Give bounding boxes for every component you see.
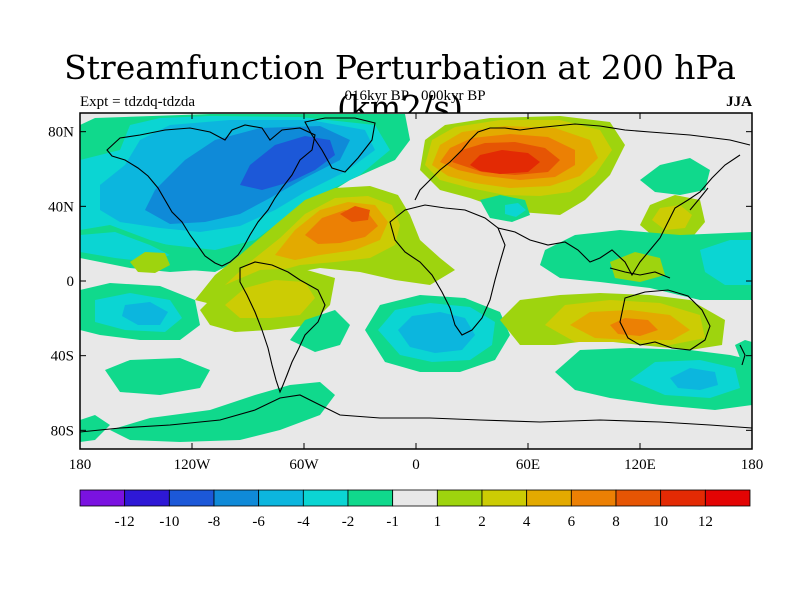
colorbar-label: -2 [342,514,355,530]
contour-satl-minus4 [398,312,475,353]
contour-ant-minus1 [110,382,335,442]
colorbar-swatch [258,489,304,507]
colorbar-label: 10 [653,514,668,530]
contour-eur-plus10 [470,150,540,174]
contour-ssp-minus1 [105,358,210,395]
y-tick-label: 0 [67,274,75,290]
coast-asia-south [497,154,741,277]
contour-sep-minus4 [122,302,168,325]
x-tick-label: 0 [412,457,420,473]
contour-ant-west-minus1 [80,415,110,442]
y-tick-label: 40N [48,199,74,215]
contour-fills [80,114,752,442]
contour-npac-east-minus1 [640,158,710,195]
coast-new-zealand [739,344,746,366]
coast-south-america [239,261,326,394]
x-tick-label: 60W [289,457,319,473]
colorbar-swatch [615,489,662,507]
map-title: Streamfunction Perturbation at 200 hPa (… [64,48,736,127]
colorbar-label: -8 [208,514,221,530]
coast-indonesia [609,267,671,279]
contour-sa-plus2 [225,280,315,318]
colorbar-swatch [213,489,260,507]
colorbar-swatch [526,489,572,507]
coast-antarctica [80,394,752,433]
contour-so-minus4 [670,368,718,390]
x-tick-label: 180 [69,457,92,473]
colorbar-label: -12 [115,514,135,530]
y-tick-label: 40S [51,349,74,365]
colorbar-label: 4 [523,514,531,530]
colorbar-label: 6 [568,514,576,530]
x-tick-label: 60E [516,457,540,473]
colorbar: -12 -10 -8 -6 -4 -2 -1 1 2 4 6 8 10 12 [79,489,751,530]
coast-europe [414,123,751,201]
colorbar-label: -4 [297,514,310,530]
colorbar-swatch [660,489,706,507]
colorbar-label: -10 [159,514,179,530]
colorbar-swatch [124,489,170,507]
coast-greenland [304,117,376,173]
contour-asia-plus2 [652,205,692,230]
colorbar-swatch [392,489,438,507]
colorbar-swatch [79,489,126,507]
contour-nz-minus1 [735,340,752,360]
map-subtitle: 016kyr BP - 000kyr BP [344,88,486,104]
contour-hi-plus1 [130,252,170,273]
colorbar-swatch [168,489,215,507]
x-tick-label: 120W [174,457,212,473]
contour-atl-plus8 [340,206,370,222]
colorbar-swatch [436,489,483,507]
colorbar-label: 1 [434,514,442,530]
coast-japan [689,187,709,211]
colorbar-swatch [704,489,751,507]
colorbar-label: 2 [478,514,486,530]
axis-ticks: 180 120W 60W 0 60E 120E 180 80N 40N 0 40S 80S [48,113,763,473]
colorbar-swatch [347,489,394,507]
colorbar-swatch [302,489,349,507]
colorbar-label: -1 [386,514,399,530]
x-tick-label: 120E [624,457,656,473]
colorbar-swatch [570,489,617,507]
colorbar-swatch [481,489,528,507]
contour-trop-minus2 [700,240,752,285]
colorbar-label: 12 [698,514,713,530]
contour-e-af-minus2 [505,203,526,217]
colorbar-label: 8 [612,514,620,530]
contour-na-minus8 [240,136,335,190]
y-tick-label: 80N [48,125,74,141]
experiment-label: Expt = tdzdq-tdzda [80,94,196,110]
coast-north-america [106,124,316,267]
season-label: JJA [726,94,752,110]
coastlines [80,117,752,433]
contour-sa-minus1 [290,310,350,352]
coast-africa [389,204,506,336]
y-tick-label: 80S [51,423,74,439]
coast-australia [619,289,711,351]
contour-au-plus6 [610,318,658,336]
x-tick-label: 180 [741,457,764,473]
colorbar-label: -6 [252,514,265,530]
